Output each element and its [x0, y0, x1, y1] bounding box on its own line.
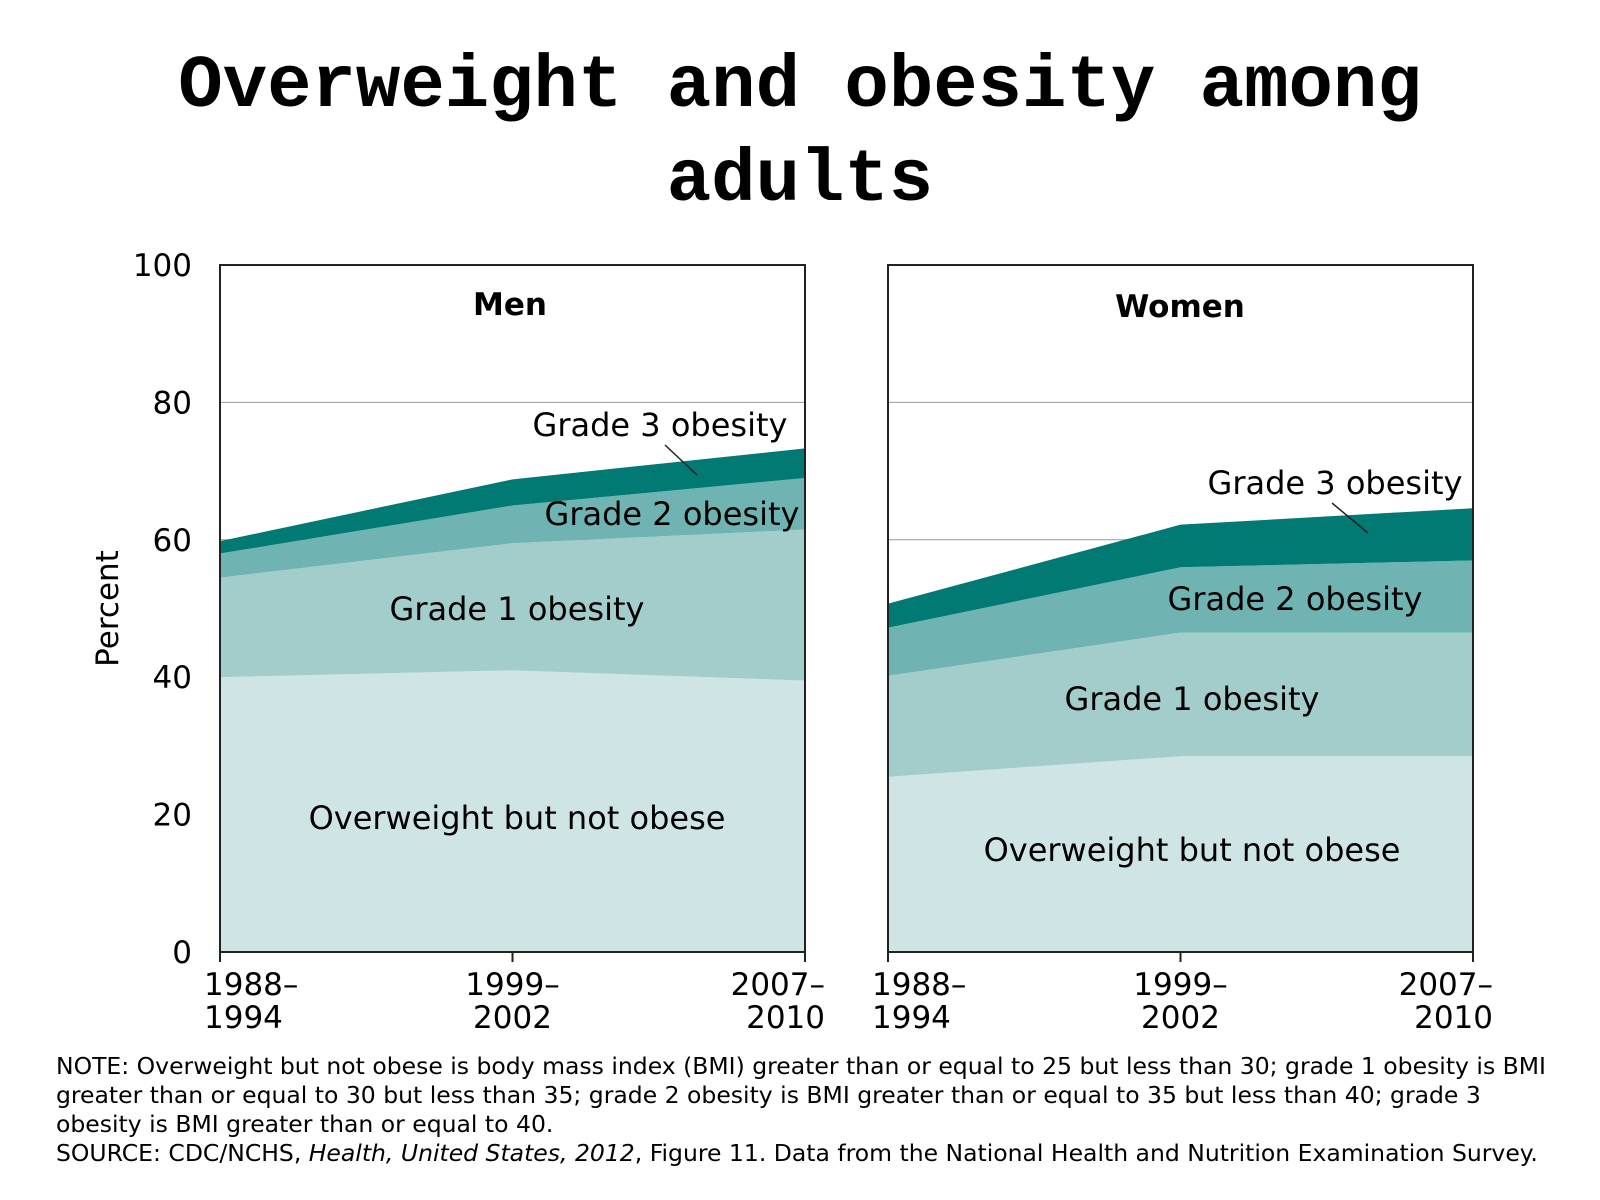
series-label: Overweight but not obese [984, 831, 1401, 869]
series-label: Grade 2 obesity [545, 495, 800, 533]
label-leader [664, 444, 698, 476]
series-label: Grade 2 obesity [1168, 580, 1423, 618]
y-tick-label: 100 [133, 248, 192, 284]
series-label: Grade 3 obesity [533, 406, 788, 444]
panel-title: Men [473, 287, 547, 323]
y-axis-title: Percent [90, 550, 126, 667]
source-prefix: SOURCE: CDC/NCHS, [56, 1139, 309, 1167]
women-panel: 1988– 1994 1999– 2002 2007– 2010 Women Overweig… [872, 264, 1493, 1036]
series-label: Grade 1 obesity [1065, 680, 1320, 718]
x-tick-label: 1988– 1994 [204, 967, 298, 1036]
area-grade-3-obesity [888, 508, 1473, 628]
title-line-1: Overweight and obesity among [178, 45, 1422, 129]
series-label: Grade 1 obesity [390, 590, 645, 628]
title-line-2: adults [666, 139, 934, 223]
area-grade-1-obesity [220, 529, 805, 681]
x-tick-label: 2007– 2010 [1399, 967, 1493, 1036]
x-tick-label: 1999– 2002 [465, 967, 559, 1036]
notes: NOTE: Overweight but not obese is body m… [56, 1052, 1556, 1168]
y-tick-label: 0 [172, 935, 192, 971]
note-text: NOTE: Overweight but not obese is body m… [56, 1052, 1546, 1138]
y-tick-label: 80 [153, 385, 192, 421]
label-leader [1331, 502, 1369, 534]
y-tick-label: 40 [153, 660, 192, 696]
source-italic: Health, United States, 2012 [308, 1139, 635, 1167]
area-overweight-but-not-obese [888, 756, 1473, 952]
area-grade-2-obesity [220, 477, 805, 578]
x-tick-label: 2007– 2010 [731, 967, 825, 1036]
area-grade-1-obesity [888, 632, 1473, 777]
y-tick-label: 60 [153, 523, 192, 559]
y-tick-label: 20 [153, 798, 192, 834]
source-suffix: , Figure 11. Data from the National Heal… [634, 1139, 1538, 1167]
area-grade-3-obesity [220, 448, 805, 554]
source-text: SOURCE: CDC/NCHS, Health, United States,… [56, 1139, 1556, 1168]
area-grade-2-obesity [888, 560, 1473, 676]
slide-title: Overweight and obesity among adults [0, 40, 1600, 228]
series-label: Grade 3 obesity [1208, 464, 1463, 502]
panel-title: Women [1115, 289, 1245, 325]
series-label: Overweight but not obese [309, 799, 726, 837]
x-tick-label: 1999– 2002 [1133, 967, 1227, 1036]
area-overweight-but-not-obese [220, 670, 805, 952]
x-tick-label: 1988– 1994 [872, 967, 966, 1036]
men-panel: 1988– 1994 1999– 2002 2007– 2010 0 20 40 60 80 100 P… [90, 248, 825, 1036]
